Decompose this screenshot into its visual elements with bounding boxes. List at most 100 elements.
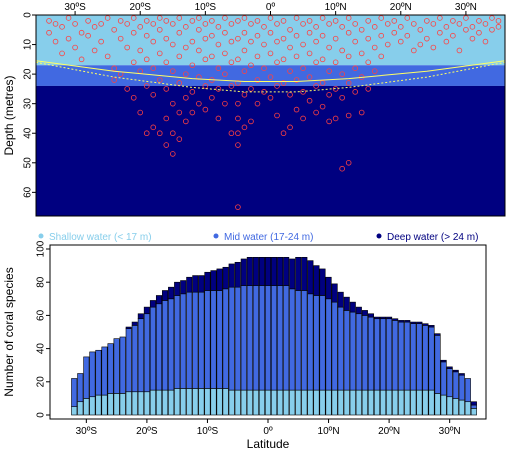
depth-point [371,68,378,74]
depth-point [156,130,163,137]
depth-point [306,50,313,57]
depth-point [46,18,52,24]
bar-segment [168,389,175,416]
legend-swatch [38,233,44,239]
depth-point [313,24,319,30]
depth-point [352,65,358,72]
bar-segment [416,389,423,416]
bar-segment [434,333,441,336]
depth-point [319,103,326,110]
bar-segment [149,389,156,416]
bar-segment [392,389,399,416]
depth-point [72,21,78,27]
depth-point [215,65,222,72]
bar-segment [174,388,181,416]
bar-segment [337,306,344,391]
depth-point [137,109,144,116]
depth-point [280,35,287,42]
bar-segment [222,266,229,290]
bar-segment [204,271,211,291]
bar-segment [295,389,302,416]
bar-segment [168,286,175,300]
bar-segment [228,389,235,416]
depth-point [267,50,274,57]
depth-point [215,86,222,92]
depth-point [326,92,332,98]
depth-point [306,18,313,24]
bar-segment [349,311,356,391]
depth-y-tick-label: 40 [23,127,34,139]
depth-point [482,21,489,27]
top-x-tick-label: 30ºS [64,2,86,13]
bar-segment [192,388,199,416]
bar-segment [367,389,374,416]
bar-segment [289,288,296,391]
bar-segment [434,393,441,416]
depth-point [78,29,85,36]
coral-depth-points [46,15,502,210]
depth-point [267,15,274,21]
bar-segment [331,389,338,416]
depth-point [267,74,274,80]
bar-segment [355,389,362,416]
latitude-x-axis: 30ºS 20ºS 10ºS 0º 10ºN 20ºN 30ºN [76,419,461,437]
depth-point [202,83,209,89]
depth-point [456,47,463,54]
depth-point [456,21,463,27]
bar-segment [386,389,393,416]
depth-point [267,94,274,101]
depth-point [287,26,293,33]
depth-point [209,53,215,60]
depth-point [85,32,91,39]
depth-point [293,106,300,113]
bar-segment [343,296,350,311]
legend-label: Shallow water (< 17 m) [49,232,152,243]
depth-point [300,21,306,27]
species-y-tick-label: 40 [36,343,47,355]
bar-segment [186,291,193,389]
depth-point [59,24,65,30]
bar-segment [277,389,284,416]
bar-segment [440,361,447,396]
depth-point [163,142,170,148]
bar-segment [155,389,163,416]
bar-segment [367,316,374,391]
depth-point [150,38,157,45]
depth-point [332,86,339,92]
depth-point [293,15,300,21]
depth-point [365,59,372,66]
bar-segment [307,293,314,391]
bar-segment [458,373,465,376]
top-x-tick-label: 0º [266,2,276,13]
depth-point [189,89,196,95]
bar-segment [186,276,193,293]
bar-segment [125,391,132,416]
depth-point [300,41,306,48]
depth-point [345,53,352,60]
depth-point [339,47,345,54]
legend-swatch [213,233,219,239]
depth-point [397,38,404,45]
depth-point [345,80,352,86]
depth-point [189,38,196,45]
depth-point [228,38,235,45]
bar-segment [277,256,284,286]
species-y-axis: 0 20 40 60 80 100 [36,240,50,418]
depth-point [463,15,469,21]
bar-segment [137,391,144,416]
depth-point [235,115,241,122]
bar-segment [422,323,429,326]
bar-segment [428,326,435,391]
bar-segment [174,281,181,296]
depth-point [469,35,476,42]
depth-point [443,38,450,45]
depth-point [202,21,209,27]
depth-point [384,41,391,48]
bar-segment [125,326,132,329]
depth-point [352,21,358,27]
bar-segment [162,290,169,301]
depth-y-tick-label: 10 [23,39,34,51]
depth-point [215,24,222,30]
depth-point [176,136,183,142]
bar-segment [398,389,405,416]
